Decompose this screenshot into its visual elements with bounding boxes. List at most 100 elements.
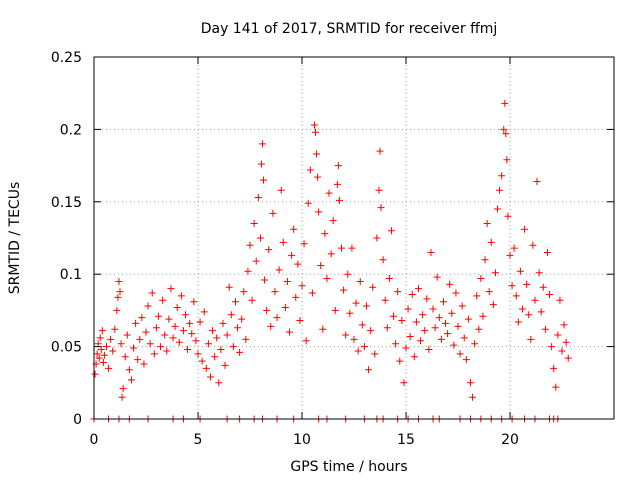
data-point <box>140 360 148 368</box>
data-point <box>400 379 408 387</box>
data-point <box>313 150 321 158</box>
data-point <box>300 240 308 248</box>
data-point <box>414 285 422 293</box>
data-point <box>296 317 304 325</box>
data-point <box>554 331 562 339</box>
data-point <box>175 338 183 346</box>
data-point <box>186 319 194 327</box>
data-point <box>458 302 466 310</box>
data-point <box>167 285 175 293</box>
data-point <box>244 267 252 275</box>
x-tick-label: 15 <box>397 432 415 448</box>
data-point <box>292 293 300 301</box>
data-point <box>352 299 360 307</box>
data-point <box>213 334 221 342</box>
data-point <box>504 212 512 220</box>
data-point <box>306 166 314 174</box>
data-point <box>489 301 497 309</box>
data-point <box>315 208 323 216</box>
data-point <box>117 340 125 348</box>
data-point <box>558 347 566 355</box>
data-point <box>105 364 113 372</box>
data-point <box>375 186 383 194</box>
data-point <box>450 341 458 349</box>
data-point <box>118 393 126 401</box>
data-point <box>188 330 196 338</box>
data-point <box>335 196 343 204</box>
data-point <box>417 337 425 345</box>
data-point <box>169 334 177 342</box>
data-point <box>402 344 410 352</box>
data-point <box>333 180 341 188</box>
x-tick-label: 5 <box>194 432 203 448</box>
data-point <box>109 347 117 355</box>
data-point <box>412 318 420 326</box>
data-point <box>469 393 477 401</box>
data-point <box>258 140 266 148</box>
data-point <box>154 312 162 320</box>
data-point <box>152 324 160 332</box>
data-point <box>132 319 140 327</box>
data-point <box>91 370 99 378</box>
data-point <box>454 322 462 330</box>
data-point <box>477 275 485 283</box>
data-point <box>294 260 302 268</box>
data-point <box>500 125 508 133</box>
data-point <box>200 308 208 316</box>
data-point <box>144 302 152 310</box>
data-point <box>548 343 556 351</box>
data-point <box>502 130 510 138</box>
data-point <box>433 273 441 281</box>
y-axis-label: SRMTID / TECUs <box>7 182 23 295</box>
data-point <box>541 325 549 333</box>
data-point <box>350 335 358 343</box>
data-point <box>234 324 242 332</box>
data-point <box>419 311 427 319</box>
data-point <box>523 280 531 288</box>
data-point <box>98 327 106 335</box>
data-point <box>376 147 384 155</box>
data-point <box>159 296 167 304</box>
data-point <box>119 385 127 393</box>
data-point <box>150 350 158 358</box>
data-point <box>173 304 181 312</box>
data-point <box>283 277 291 285</box>
data-point <box>298 282 306 290</box>
data-point <box>423 295 431 303</box>
data-point <box>344 270 352 278</box>
data-point <box>121 353 129 361</box>
data-point <box>227 311 235 319</box>
data-point <box>564 354 572 362</box>
data-point <box>242 335 250 343</box>
data-point <box>256 234 264 242</box>
data-point <box>198 357 206 365</box>
data-point <box>435 314 443 322</box>
data-point <box>510 244 518 252</box>
data-point <box>202 364 210 372</box>
data-point <box>383 324 391 332</box>
data-point <box>506 251 514 259</box>
data-point <box>406 332 414 340</box>
data-point <box>277 186 285 194</box>
data-point <box>373 234 381 242</box>
data-point <box>165 315 173 323</box>
data-point <box>99 359 107 367</box>
data-point <box>348 244 356 252</box>
data-point <box>261 276 269 284</box>
data-point <box>279 238 287 246</box>
data-point <box>323 275 331 283</box>
data-point <box>546 290 554 298</box>
data-point <box>512 292 520 300</box>
y-tick-label: 0.05 <box>51 340 82 356</box>
data-point <box>371 350 379 358</box>
data-point <box>460 334 468 342</box>
data-point <box>398 317 406 325</box>
data-point <box>138 314 146 322</box>
data-point <box>265 246 273 254</box>
data-point <box>471 340 479 348</box>
data-point <box>319 325 327 333</box>
data-point <box>448 309 456 317</box>
data-point <box>410 353 418 361</box>
data-point <box>236 348 244 356</box>
data-point <box>481 256 489 264</box>
